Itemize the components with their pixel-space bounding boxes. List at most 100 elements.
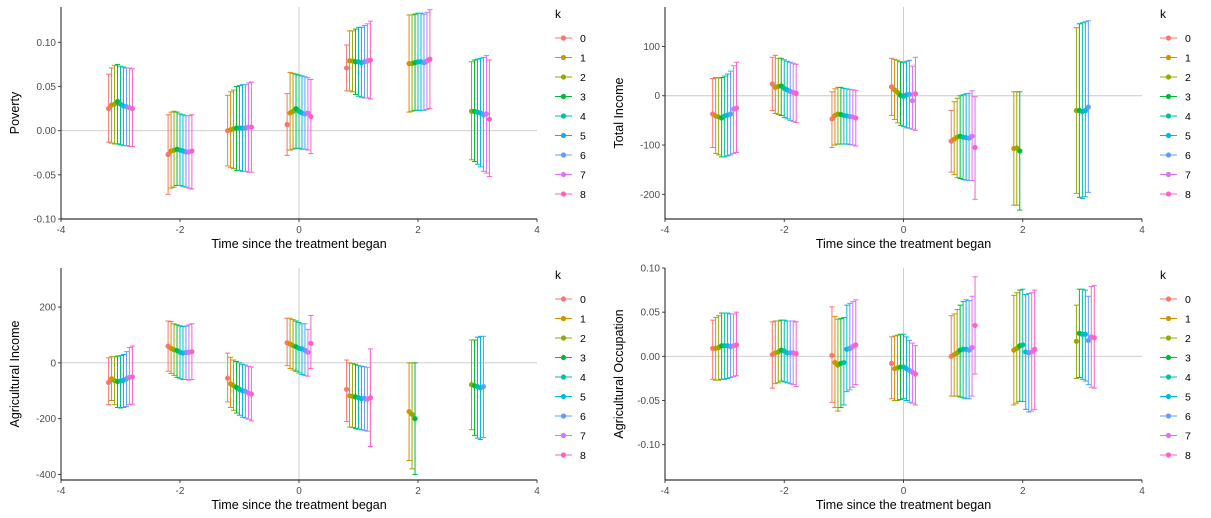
legend-item: 3 <box>1160 92 1191 104</box>
legend-item: 8 <box>1160 189 1191 201</box>
legend-key-point <box>1165 54 1172 61</box>
legend-item: 7 <box>1160 170 1191 182</box>
estimate-point <box>284 121 290 128</box>
legend-item: 6 <box>555 411 586 423</box>
legend-label: 3 <box>580 92 586 104</box>
legend-key-point <box>560 374 567 380</box>
legend-item: 1 <box>1160 314 1191 326</box>
x-tick-label: -4 <box>661 486 670 497</box>
estimate-point <box>248 124 254 130</box>
y-tick-label: -400 <box>36 470 56 481</box>
y-axis-title: Total Income <box>612 78 626 149</box>
x-axis-title: Time since the treatment began <box>211 237 386 251</box>
legend-label: 8 <box>1185 450 1191 462</box>
legend-key-point <box>1165 413 1172 419</box>
legend-item: 5 <box>555 131 586 143</box>
legend-key-point <box>1165 452 1172 458</box>
legend-key-point <box>1165 296 1172 302</box>
legend-item: 0 <box>1160 294 1191 306</box>
legend-label: 4 <box>580 111 586 123</box>
estimate-point <box>853 115 859 121</box>
legend-label: 7 <box>580 170 586 182</box>
estimate-point <box>1082 331 1088 337</box>
legend-label: 0 <box>1185 33 1191 45</box>
panel-1: -0.10 -0.05 0.00 0.05 0.10 -4 -2 0 2 4 Time since … <box>8 7 540 251</box>
x-tick-label: 4 <box>1139 486 1145 497</box>
legend-item: 2 <box>1160 72 1191 84</box>
legend-item: 4 <box>1160 372 1191 384</box>
estimate-point <box>189 349 195 355</box>
legend-label: 7 <box>1185 170 1191 182</box>
legend-key-point <box>1165 335 1172 341</box>
legend-item: 3 <box>1160 353 1191 365</box>
legend-item: 1 <box>1160 53 1191 65</box>
y-axis-title: Agricultural Occupation <box>612 309 626 438</box>
legend-key-point <box>560 54 567 61</box>
legend-item: 1 <box>555 314 586 326</box>
legend-key-point <box>560 132 567 139</box>
estimate-point <box>486 116 492 122</box>
y-tick-label: 200 <box>39 303 56 314</box>
y-tick-label: -200 <box>640 190 660 201</box>
estimate-point <box>308 340 314 346</box>
estimate-point <box>225 375 231 381</box>
legend-label: 1 <box>580 314 586 326</box>
legend-label: 2 <box>580 72 586 84</box>
x-tick-label: 2 <box>1020 225 1026 236</box>
legend-key-point <box>560 354 567 361</box>
estimate-point <box>829 352 835 359</box>
y-tick-label: 0 <box>654 91 660 102</box>
legend-key-point <box>560 171 567 178</box>
legend-item: 7 <box>555 431 586 443</box>
legend-label: 1 <box>1185 314 1191 326</box>
legend-key-point <box>1165 191 1172 197</box>
x-tick-label: 0 <box>296 486 302 497</box>
panel-4: -0.10 -0.05 0.00 0.05 0.10 -4 -2 0 2 4 Time since … <box>612 264 1145 513</box>
estimate-point <box>106 105 112 112</box>
legend-label: 5 <box>580 131 586 143</box>
legend-key-point <box>1165 354 1172 361</box>
legend-title: k <box>555 7 562 21</box>
estimate-point <box>367 57 373 63</box>
y-tick-label: -200 <box>36 414 56 425</box>
legend-key-point <box>1165 35 1172 41</box>
x-tick-label: 2 <box>415 225 421 236</box>
legend-key-point <box>1165 432 1172 439</box>
estimate-point <box>909 98 916 104</box>
y-tick-label: -100 <box>640 141 660 152</box>
legend-item: 8 <box>555 189 586 201</box>
y-tick-label: -0.10 <box>33 215 56 226</box>
y-tick-label: 0.10 <box>641 264 661 275</box>
legend-title: k <box>555 268 562 282</box>
estimate-point <box>888 360 895 366</box>
estimate-point <box>305 349 311 355</box>
legend-key-point <box>560 413 567 419</box>
x-tick-label: -2 <box>176 486 185 497</box>
legend-label: 3 <box>1185 92 1191 104</box>
legend-item: 3 <box>555 353 586 365</box>
estimate-point <box>912 91 919 97</box>
legend-key-point <box>560 452 567 458</box>
legend: k 0 1 2 3 4 5 6 7 8 <box>1160 268 1191 462</box>
legend-label: 3 <box>580 353 586 365</box>
legend-label: 2 <box>1185 333 1191 345</box>
legend-item: 4 <box>1160 111 1191 123</box>
y-tick-label: 100 <box>643 42 660 53</box>
estimate-point <box>769 81 775 87</box>
estimate-point <box>308 113 314 120</box>
legend-item: 1 <box>555 53 586 65</box>
estimate-point <box>829 116 835 122</box>
x-tick-label: 4 <box>534 486 540 497</box>
legend: k 0 1 2 3 4 5 6 7 8 <box>555 7 586 201</box>
legend-key-point <box>1165 74 1172 80</box>
legend-key-point <box>560 74 567 80</box>
legend-item: 7 <box>555 170 586 182</box>
estimate-point <box>793 351 799 357</box>
legend-label: 5 <box>580 392 586 404</box>
x-tick-label: 4 <box>534 225 540 236</box>
estimate-point <box>480 383 487 390</box>
y-tick-label: 0.05 <box>37 82 57 93</box>
estimate-point <box>972 322 978 329</box>
legend-label: 8 <box>580 450 586 462</box>
legend-item: 8 <box>1160 450 1191 462</box>
